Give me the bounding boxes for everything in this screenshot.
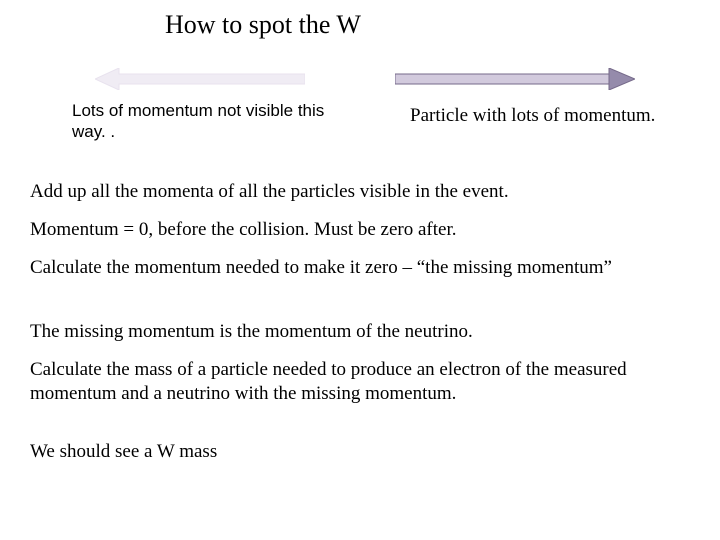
paragraph-5: Calculate the mass of a particle needed …: [30, 358, 690, 406]
paragraph-2: Momentum = 0, before the collision. Must…: [30, 218, 690, 242]
arrow-right-icon: [395, 68, 635, 95]
paragraph-6: We should see a W mass: [30, 440, 690, 464]
paragraph-3: Calculate the momentum needed to make it…: [30, 256, 690, 280]
caption-left: Lots of momentum not visible this way. .: [72, 100, 342, 143]
caption-right: Particle with lots of momentum.: [410, 105, 655, 127]
slide-title: How to spot the W: [165, 10, 361, 40]
arrow-left-icon: [95, 68, 305, 95]
paragraph-1: Add up all the momenta of all the partic…: [30, 180, 690, 204]
paragraph-4: The missing momentum is the momentum of …: [30, 320, 690, 344]
